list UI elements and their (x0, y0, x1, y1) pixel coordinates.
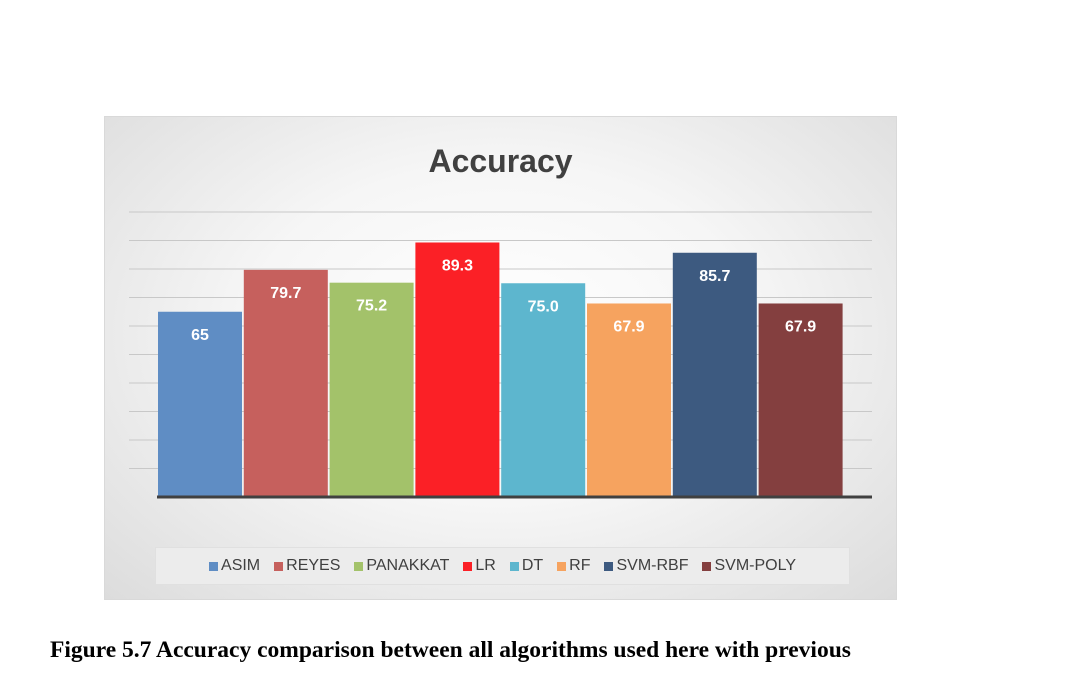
legend-swatch (509, 561, 519, 571)
data-label-lr: 89.3 (442, 257, 473, 274)
legend-swatch (463, 561, 473, 571)
bar-chart: 65 79.7 75.2 89.3 75.0 67.9 85.7 67.9 (129, 211, 872, 499)
legend-swatch (557, 561, 567, 571)
data-label-asim: 65 (191, 327, 209, 344)
legend-swatch (702, 561, 712, 571)
data-label-svm-rbf: 85.7 (699, 268, 730, 285)
legend-label: REYES (286, 557, 341, 574)
bar-reyes (243, 269, 328, 497)
legend-label: PANAKKAT (366, 557, 450, 574)
legend-swatch (274, 561, 284, 571)
figure-caption: Figure 5.7 Accuracy comparison between a… (50, 637, 851, 663)
chart-legend: ASIM REYES PANAKKAT LR DT RF SVM-RBF SVM-POLY (155, 547, 850, 585)
legend-label: RF (569, 557, 591, 574)
data-label-dt: 75.0 (528, 298, 559, 315)
legend-label: SVM-POLY (714, 557, 796, 574)
bar-asim (158, 311, 242, 497)
chart-area: Accuracy 65 79.7 75.2 89.3 75.0 67.9 85.7 67.9 … (104, 116, 897, 600)
data-label-reyes: 79.7 (270, 285, 301, 302)
legend-item-svm-poly: SVM-POLY (702, 557, 796, 575)
legend-swatch (209, 561, 219, 571)
legend-label: SVM-RBF (616, 557, 689, 574)
legend-item-svm-rbf: SVM-RBF (604, 557, 688, 575)
legend-item-panakkat: PANAKKAT (354, 557, 449, 575)
legend-label: ASIM (221, 557, 261, 574)
bar-svm-rbf (672, 252, 757, 497)
legend-item-asim: ASIM (209, 557, 260, 575)
bar-rf (587, 303, 671, 497)
legend-item-rf: RF (557, 557, 590, 575)
legend-label: DT (521, 557, 544, 574)
chart-title: Accuracy (428, 143, 573, 179)
bar-svm-poly (758, 303, 843, 497)
legend-item-dt: DT (509, 557, 544, 575)
bar-dt (501, 283, 586, 497)
legend-item-reyes: REYES (274, 557, 340, 575)
data-label-rf: 67.9 (613, 318, 644, 335)
bar-lr (415, 242, 500, 497)
legend-swatch (354, 561, 364, 571)
legend-swatch (604, 561, 614, 571)
data-label-panakkat: 75.2 (356, 298, 387, 315)
legend-label: LR (475, 557, 496, 574)
legend-item-lr: LR (463, 557, 496, 575)
bar-panakkat (329, 282, 414, 497)
data-label-svm-poly: 67.9 (785, 318, 816, 335)
